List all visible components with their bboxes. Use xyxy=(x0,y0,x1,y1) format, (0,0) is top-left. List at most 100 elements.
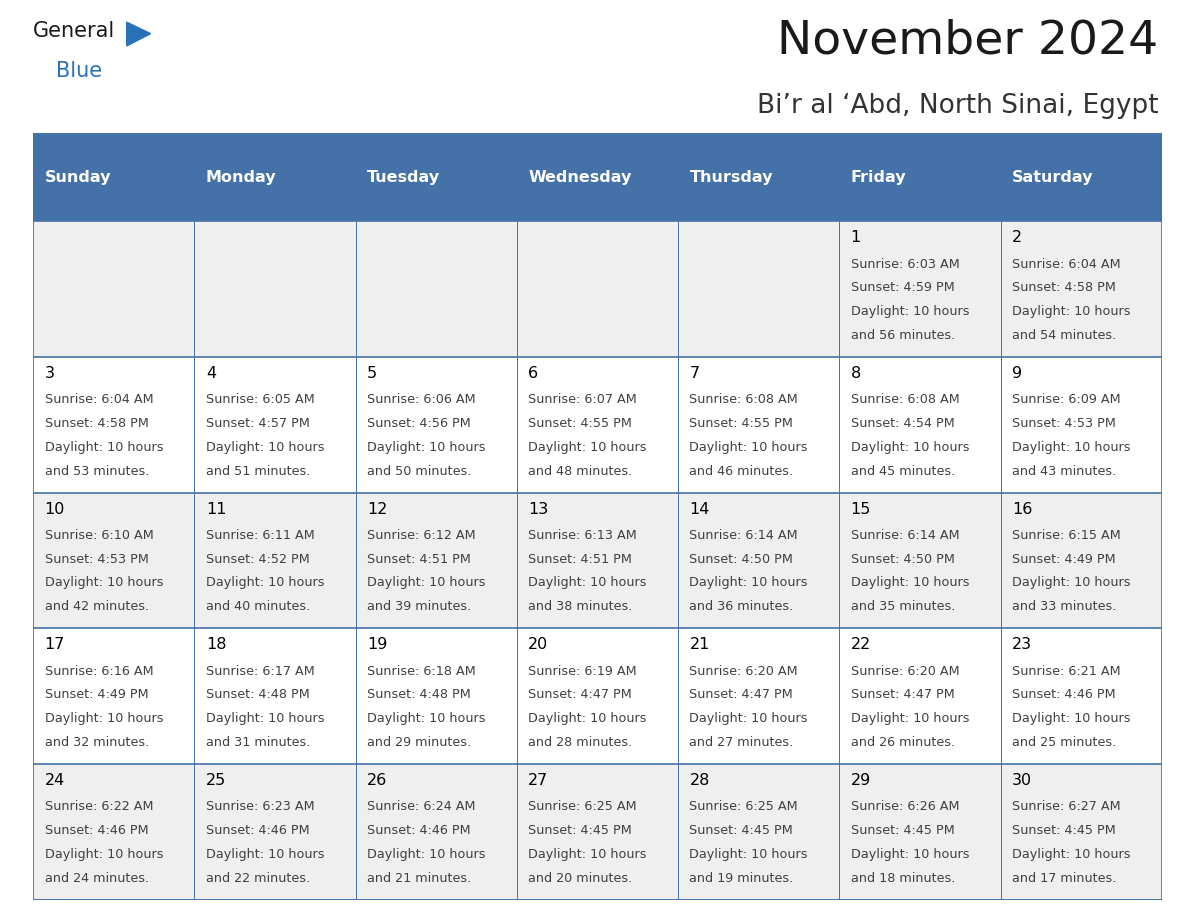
Text: Daylight: 10 hours: Daylight: 10 hours xyxy=(206,441,324,453)
Text: Daylight: 10 hours: Daylight: 10 hours xyxy=(1012,712,1131,725)
Text: Sunrise: 6:03 AM: Sunrise: 6:03 AM xyxy=(851,258,960,271)
Text: Daylight: 10 hours: Daylight: 10 hours xyxy=(851,712,969,725)
Text: November 2024: November 2024 xyxy=(777,18,1158,63)
Text: Daylight: 10 hours: Daylight: 10 hours xyxy=(367,848,486,861)
Text: Friday: Friday xyxy=(851,170,906,185)
Text: Sunday: Sunday xyxy=(45,170,110,185)
Text: Daylight: 10 hours: Daylight: 10 hours xyxy=(851,305,969,318)
Text: and 48 minutes.: and 48 minutes. xyxy=(529,465,632,477)
Text: Daylight: 10 hours: Daylight: 10 hours xyxy=(689,441,808,453)
Text: and 26 minutes.: and 26 minutes. xyxy=(851,736,955,749)
Text: Thursday: Thursday xyxy=(689,170,773,185)
Text: Sunrise: 6:14 AM: Sunrise: 6:14 AM xyxy=(689,529,798,542)
Text: Daylight: 10 hours: Daylight: 10 hours xyxy=(1012,305,1131,318)
Text: Sunset: 4:46 PM: Sunset: 4:46 PM xyxy=(1012,688,1116,701)
Text: Bi’r al ‘Abd, North Sinai, Egypt: Bi’r al ‘Abd, North Sinai, Egypt xyxy=(757,93,1158,119)
Text: Sunset: 4:51 PM: Sunset: 4:51 PM xyxy=(367,553,470,565)
Text: Sunrise: 6:26 AM: Sunrise: 6:26 AM xyxy=(851,800,959,813)
Text: Sunset: 4:56 PM: Sunset: 4:56 PM xyxy=(367,417,470,430)
Text: Sunset: 4:57 PM: Sunset: 4:57 PM xyxy=(206,417,310,430)
Text: Sunrise: 6:14 AM: Sunrise: 6:14 AM xyxy=(851,529,960,542)
Text: Sunset: 4:47 PM: Sunset: 4:47 PM xyxy=(529,688,632,701)
Text: 13: 13 xyxy=(529,502,549,517)
Text: Daylight: 10 hours: Daylight: 10 hours xyxy=(206,577,324,589)
Text: Sunset: 4:50 PM: Sunset: 4:50 PM xyxy=(689,553,794,565)
Text: 22: 22 xyxy=(851,637,871,653)
Text: Daylight: 10 hours: Daylight: 10 hours xyxy=(1012,848,1131,861)
Polygon shape xyxy=(127,22,151,46)
Text: Sunset: 4:50 PM: Sunset: 4:50 PM xyxy=(851,553,955,565)
Bar xyxy=(33,764,1162,900)
Text: General: General xyxy=(33,21,115,41)
Text: 1: 1 xyxy=(851,230,861,245)
Text: Daylight: 10 hours: Daylight: 10 hours xyxy=(367,577,486,589)
Text: Sunrise: 6:27 AM: Sunrise: 6:27 AM xyxy=(1012,800,1120,813)
Text: 24: 24 xyxy=(45,773,65,789)
Text: Sunrise: 6:20 AM: Sunrise: 6:20 AM xyxy=(851,665,960,677)
Text: Daylight: 10 hours: Daylight: 10 hours xyxy=(851,577,969,589)
Text: Sunset: 4:45 PM: Sunset: 4:45 PM xyxy=(689,824,794,837)
Text: Daylight: 10 hours: Daylight: 10 hours xyxy=(851,848,969,861)
Bar xyxy=(33,493,1162,628)
Text: Sunrise: 6:11 AM: Sunrise: 6:11 AM xyxy=(206,529,315,542)
Text: and 45 minutes.: and 45 minutes. xyxy=(851,465,955,477)
Text: and 53 minutes.: and 53 minutes. xyxy=(45,465,148,477)
Text: Daylight: 10 hours: Daylight: 10 hours xyxy=(851,441,969,453)
Text: Sunset: 4:45 PM: Sunset: 4:45 PM xyxy=(529,824,632,837)
Text: Monday: Monday xyxy=(206,170,277,185)
Text: Sunrise: 6:04 AM: Sunrise: 6:04 AM xyxy=(1012,258,1120,271)
Text: Daylight: 10 hours: Daylight: 10 hours xyxy=(689,712,808,725)
Text: Daylight: 10 hours: Daylight: 10 hours xyxy=(367,441,486,453)
Text: 8: 8 xyxy=(851,366,861,381)
Text: Blue: Blue xyxy=(57,62,102,81)
Text: Daylight: 10 hours: Daylight: 10 hours xyxy=(689,577,808,589)
Text: and 35 minutes.: and 35 minutes. xyxy=(851,600,955,613)
Text: Sunset: 4:45 PM: Sunset: 4:45 PM xyxy=(851,824,954,837)
Text: Daylight: 10 hours: Daylight: 10 hours xyxy=(45,441,163,453)
Text: and 27 minutes.: and 27 minutes. xyxy=(689,736,794,749)
Text: 15: 15 xyxy=(851,502,871,517)
Text: and 28 minutes.: and 28 minutes. xyxy=(529,736,632,749)
Text: Daylight: 10 hours: Daylight: 10 hours xyxy=(529,577,646,589)
Text: and 50 minutes.: and 50 minutes. xyxy=(367,465,472,477)
Text: and 29 minutes.: and 29 minutes. xyxy=(367,736,472,749)
Text: 17: 17 xyxy=(45,637,65,653)
Text: Sunrise: 6:19 AM: Sunrise: 6:19 AM xyxy=(529,665,637,677)
Text: and 56 minutes.: and 56 minutes. xyxy=(851,329,955,341)
Text: Sunset: 4:51 PM: Sunset: 4:51 PM xyxy=(529,553,632,565)
Text: 14: 14 xyxy=(689,502,710,517)
Text: Sunset: 4:54 PM: Sunset: 4:54 PM xyxy=(851,417,954,430)
Text: Sunset: 4:55 PM: Sunset: 4:55 PM xyxy=(689,417,794,430)
Text: Sunrise: 6:08 AM: Sunrise: 6:08 AM xyxy=(689,393,798,407)
Text: Sunrise: 6:22 AM: Sunrise: 6:22 AM xyxy=(45,800,153,813)
Text: Sunrise: 6:09 AM: Sunrise: 6:09 AM xyxy=(1012,393,1120,407)
Text: Daylight: 10 hours: Daylight: 10 hours xyxy=(529,441,646,453)
Text: Sunset: 4:47 PM: Sunset: 4:47 PM xyxy=(689,688,794,701)
Text: and 36 minutes.: and 36 minutes. xyxy=(689,600,794,613)
Text: Daylight: 10 hours: Daylight: 10 hours xyxy=(529,712,646,725)
Text: and 25 minutes.: and 25 minutes. xyxy=(1012,736,1117,749)
Text: 23: 23 xyxy=(1012,637,1032,653)
Text: Daylight: 10 hours: Daylight: 10 hours xyxy=(45,848,163,861)
Text: 26: 26 xyxy=(367,773,387,789)
Text: Sunrise: 6:21 AM: Sunrise: 6:21 AM xyxy=(1012,665,1120,677)
Bar xyxy=(33,628,1162,764)
Text: Sunrise: 6:17 AM: Sunrise: 6:17 AM xyxy=(206,665,315,677)
Text: and 21 minutes.: and 21 minutes. xyxy=(367,871,472,885)
Text: Sunrise: 6:05 AM: Sunrise: 6:05 AM xyxy=(206,393,315,407)
Text: Sunrise: 6:20 AM: Sunrise: 6:20 AM xyxy=(689,665,798,677)
Text: Sunrise: 6:16 AM: Sunrise: 6:16 AM xyxy=(45,665,153,677)
Text: Sunset: 4:48 PM: Sunset: 4:48 PM xyxy=(367,688,470,701)
Text: and 46 minutes.: and 46 minutes. xyxy=(689,465,794,477)
Text: 10: 10 xyxy=(45,502,65,517)
Text: 29: 29 xyxy=(851,773,871,789)
Text: Sunset: 4:48 PM: Sunset: 4:48 PM xyxy=(206,688,310,701)
Text: Daylight: 10 hours: Daylight: 10 hours xyxy=(206,848,324,861)
Text: 5: 5 xyxy=(367,366,377,381)
Text: and 40 minutes.: and 40 minutes. xyxy=(206,600,310,613)
Text: Daylight: 10 hours: Daylight: 10 hours xyxy=(1012,577,1131,589)
Text: 30: 30 xyxy=(1012,773,1032,789)
Text: Sunset: 4:58 PM: Sunset: 4:58 PM xyxy=(45,417,148,430)
Text: 28: 28 xyxy=(689,773,710,789)
Text: 12: 12 xyxy=(367,502,387,517)
